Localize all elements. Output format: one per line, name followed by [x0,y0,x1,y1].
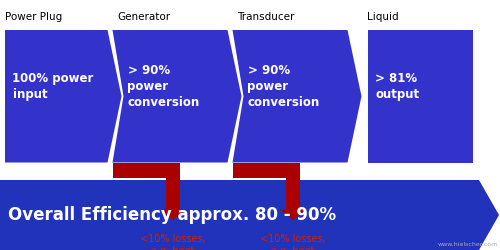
Polygon shape [280,210,305,220]
Polygon shape [166,178,180,210]
Polygon shape [232,30,362,162]
Text: <10% losses,
e.g. heat: <10% losses, e.g. heat [260,234,326,250]
Polygon shape [112,30,242,162]
Text: www.hielscher.com: www.hielscher.com [437,242,498,248]
Polygon shape [286,178,300,210]
Text: 100% power
input: 100% power input [12,72,94,101]
Text: > 90%
power
conversion: > 90% power conversion [128,64,200,109]
Polygon shape [5,30,121,162]
Text: Power Plug: Power Plug [5,12,62,22]
Polygon shape [0,180,499,250]
Polygon shape [160,210,186,220]
Text: Overall Efficiency approx. 80 - 90%: Overall Efficiency approx. 80 - 90% [8,206,336,224]
Text: Liquid: Liquid [368,12,399,22]
Text: > 90%
power
conversion: > 90% power conversion [248,64,320,109]
Polygon shape [232,162,300,178]
Text: > 81%
output: > 81% output [375,72,419,101]
Text: <10% losses,
e.g. heat: <10% losses, e.g. heat [140,234,206,250]
Text: Generator: Generator [118,12,171,22]
Polygon shape [112,162,180,178]
Polygon shape [368,30,472,162]
Text: Transducer: Transducer [238,12,295,22]
